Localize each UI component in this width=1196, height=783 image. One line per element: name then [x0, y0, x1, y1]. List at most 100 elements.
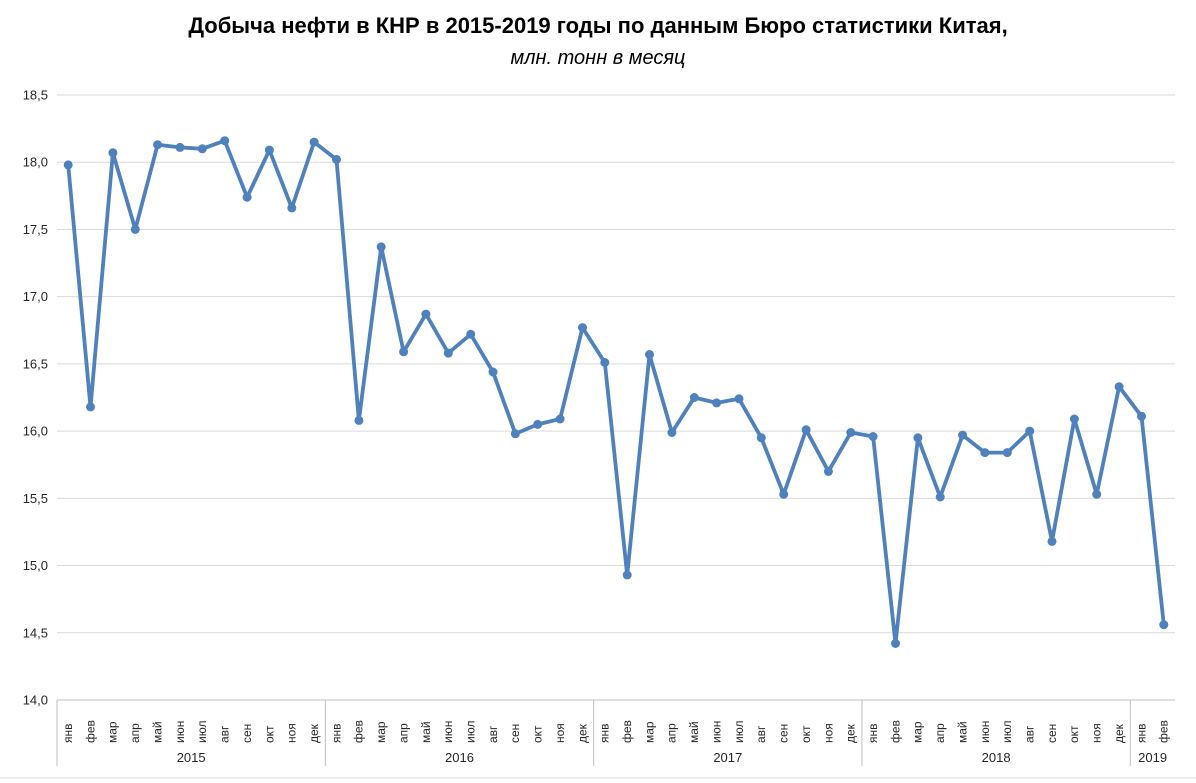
month-label: июл: [195, 721, 209, 743]
month-label: янв: [598, 724, 612, 744]
data-point: [734, 394, 744, 404]
month-label: авг: [486, 725, 500, 743]
data-point: [1092, 489, 1102, 499]
month-label: авг: [754, 725, 768, 743]
month-label: июл: [732, 721, 746, 743]
data-point: [175, 142, 185, 152]
month-label: дек: [1112, 723, 1126, 743]
data-point: [421, 309, 431, 319]
month-label: мар: [374, 721, 388, 743]
data-point: [510, 429, 520, 439]
data-point: [891, 639, 900, 648]
data-point: [1047, 536, 1057, 546]
month-label: апр: [665, 723, 679, 743]
data-point: [689, 393, 699, 402]
data-point: [1025, 426, 1035, 436]
data-point: [578, 323, 587, 333]
month-label: янв: [866, 724, 880, 744]
month-label: апр: [128, 723, 142, 743]
month-label: ноя: [553, 723, 567, 743]
year-label: 2019: [1138, 750, 1167, 765]
year-label: 2015: [177, 750, 206, 765]
data-point: [846, 428, 856, 437]
y-tick-label: 16,5: [23, 356, 48, 371]
month-label: янв: [1134, 724, 1148, 744]
month-label: сен: [240, 724, 254, 743]
month-label: фев: [1157, 720, 1171, 743]
month-label: сен: [777, 724, 791, 743]
chart-subtitle: млн. тонн в месяц: [510, 47, 686, 69]
month-label: дек: [307, 723, 321, 743]
y-tick-label: 15,5: [23, 491, 48, 506]
y-tick-label: 14,0: [23, 693, 48, 708]
data-point: [466, 329, 476, 339]
data-point: [1137, 411, 1146, 421]
data-point: [600, 358, 610, 367]
data-point: [63, 160, 73, 170]
data-point: [354, 415, 364, 425]
year-label: 2016: [445, 750, 474, 765]
data-point: [622, 570, 632, 580]
data-point: [555, 414, 565, 424]
data-point: [86, 402, 95, 412]
month-label: фев: [83, 720, 97, 743]
month-label: окт: [531, 725, 545, 743]
month-label: окт: [799, 725, 813, 743]
month-label: июл: [464, 721, 478, 743]
data-point: [645, 350, 654, 359]
month-label: ноя: [1090, 723, 1104, 743]
data-point: [242, 192, 252, 202]
month-label: окт: [1067, 725, 1081, 743]
data-point: [1069, 414, 1079, 424]
data-point: [153, 140, 163, 150]
data-point: [980, 448, 990, 458]
data-point: [332, 155, 341, 164]
month-label: апр: [396, 723, 410, 743]
data-point: [197, 144, 207, 154]
month-label: дек: [575, 723, 589, 743]
month-label: май: [150, 721, 164, 743]
data-point: [935, 492, 945, 502]
month-label: дек: [844, 723, 858, 743]
data-point: [1114, 382, 1124, 392]
month-label: июл: [1000, 721, 1014, 743]
month-label: май: [955, 721, 969, 743]
data-point: [1002, 448, 1012, 458]
data-point: [108, 148, 118, 158]
data-point: [309, 137, 319, 147]
y-tick-label: 18,5: [23, 88, 48, 103]
month-label: мар: [642, 721, 656, 743]
data-point: [399, 347, 409, 357]
month-label: июн: [173, 721, 187, 743]
month-label: янв: [329, 724, 343, 744]
data-point: [533, 419, 543, 429]
month-label: май: [687, 721, 701, 743]
month-label: сен: [1045, 724, 1059, 743]
data-point: [287, 203, 297, 213]
y-tick-label: 15,0: [23, 558, 48, 573]
month-label: фев: [888, 720, 902, 743]
data-point: [823, 466, 833, 476]
month-label: авг: [218, 725, 232, 743]
data-point: [1159, 620, 1169, 630]
data-point: [220, 136, 230, 146]
data-point: [488, 367, 498, 377]
month-label: фев: [620, 720, 634, 743]
data-point: [779, 489, 789, 499]
chart-title: Добыча нефти в КНР в 2015-2019 годы по д…: [188, 13, 1008, 38]
title-block: Добыча нефти в КНР в 2015-2019 годы по д…: [0, 10, 1196, 75]
month-label: мар: [106, 721, 120, 743]
month-label: окт: [262, 725, 276, 743]
month-label: июн: [709, 721, 723, 743]
data-point: [756, 433, 766, 443]
y-tick-label: 17,5: [23, 222, 48, 237]
data-point: [130, 224, 140, 234]
data-point: [667, 428, 677, 437]
data-point: [376, 242, 386, 252]
y-tick-label: 16,0: [23, 424, 48, 439]
data-point: [868, 432, 878, 441]
month-label: июн: [441, 721, 455, 743]
y-tick-label: 17,0: [23, 289, 48, 304]
